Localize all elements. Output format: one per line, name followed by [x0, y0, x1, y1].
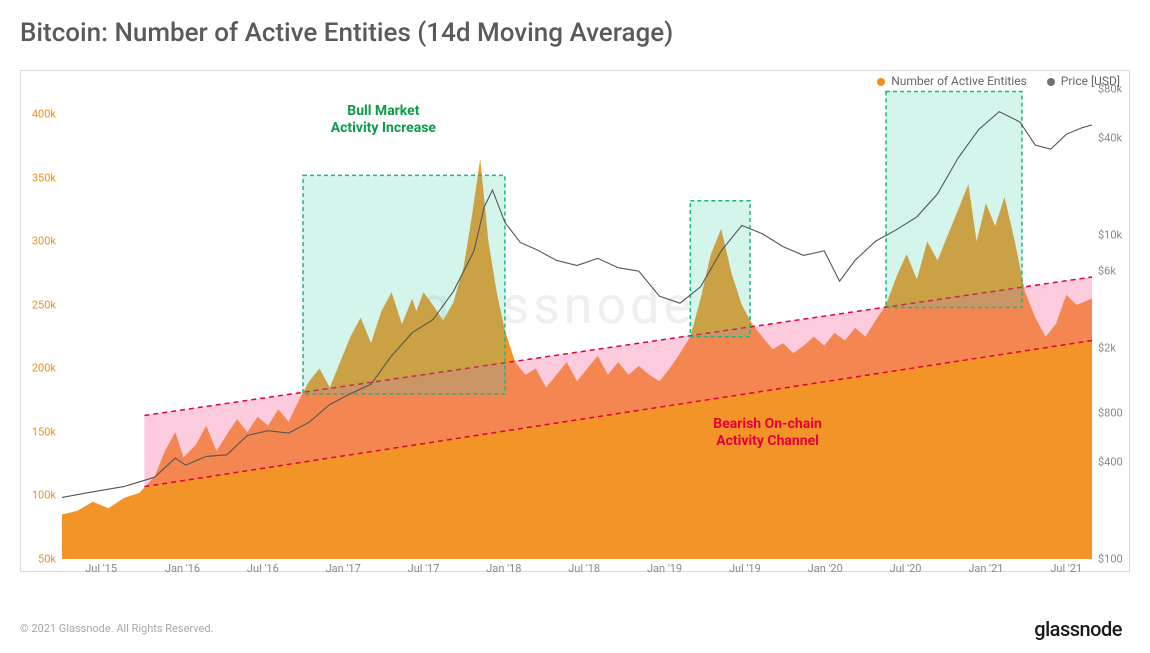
xtick: Jul '18	[568, 562, 600, 575]
legend-swatch-entities	[877, 78, 885, 86]
legend: Number of Active Entities Price [USD]	[877, 74, 1120, 88]
ytick-right: $6k	[1098, 265, 1116, 278]
xtick: Jan '21	[968, 562, 1003, 575]
xtick: Jan '19	[647, 562, 682, 575]
xtick: Jan '20	[808, 562, 843, 575]
xtick: Jul '21	[1050, 562, 1082, 575]
ytick-right: $10k	[1098, 229, 1122, 242]
xtick: Jan '16	[165, 562, 200, 575]
ytick-right: $40k	[1098, 131, 1122, 144]
ytick-right: $2k	[1098, 342, 1116, 355]
xtick: Jan '17	[326, 562, 361, 575]
annotation: Bull MarketActivity Increase	[303, 103, 463, 138]
chart-title: Bitcoin: Number of Active Entities (14d …	[20, 18, 673, 48]
footer-copyright: © 2021 Glassnode. All Rights Reserved.	[20, 622, 213, 635]
ytick-right: $400	[1098, 455, 1123, 468]
xtick: Jan '18	[486, 562, 521, 575]
ytick-right: $80k	[1098, 83, 1122, 96]
footer-brand: glassnode	[1034, 617, 1122, 641]
ytick-right: $800	[1098, 406, 1123, 419]
ytick-left: 400k	[32, 108, 56, 121]
ytick-left: 50k	[38, 553, 56, 566]
ytick-left: 350k	[32, 171, 56, 184]
ytick-left: 150k	[32, 425, 56, 438]
ytick-left: 200k	[32, 362, 56, 375]
ytick-left: 250k	[32, 298, 56, 311]
chart-canvas	[62, 89, 1092, 559]
ytick-left: 300k	[32, 235, 56, 248]
xtick: Jul '19	[729, 562, 761, 575]
legend-label-entities: Number of Active Entities	[891, 74, 1027, 88]
ytick-right: $100	[1098, 553, 1123, 566]
xtick: Jul '20	[890, 562, 922, 575]
ytick-left: 100k	[32, 489, 56, 502]
legend-item-entities: Number of Active Entities	[877, 74, 1027, 88]
legend-swatch-price	[1047, 78, 1055, 86]
xtick: Jul '16	[247, 562, 279, 575]
xtick: Jul '17	[408, 562, 440, 575]
annotation: Bearish On-chainActivity Channel	[688, 416, 848, 451]
xtick: Jul '15	[85, 562, 117, 575]
